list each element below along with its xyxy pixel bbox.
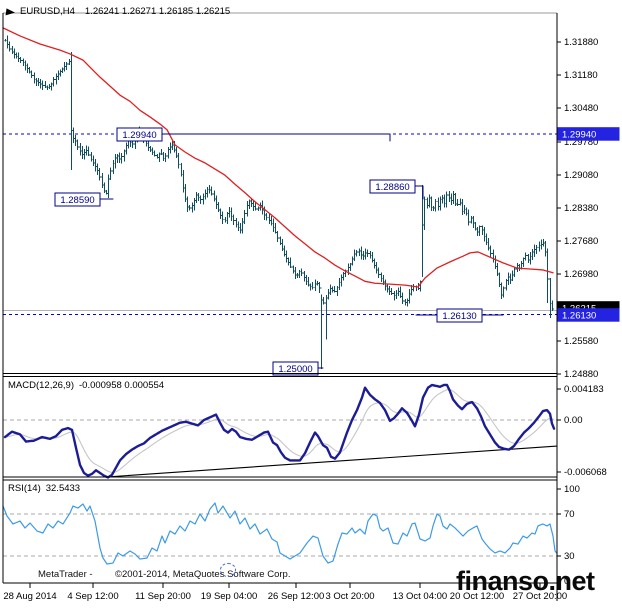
macd-indicator-label: MACD(12,26,9) -0.000958 0.000554: [8, 380, 164, 391]
price-axis-label: 1.29780: [564, 137, 598, 148]
rsi-axis-label: 0: [564, 576, 569, 587]
macd-axis-label: 0.00: [564, 415, 583, 426]
date-axis-label: 4 Sep 12:00: [67, 591, 118, 602]
blue-circle-mark: [220, 563, 236, 577]
svg-text:1.29940: 1.29940: [122, 130, 156, 141]
watermark-text: finanso.net: [456, 566, 595, 596]
date-axis-label: 11 Sep 20:00: [135, 591, 191, 602]
date-axis-label: 26 Sep 12:00: [268, 591, 325, 602]
svg-text:1.28860: 1.28860: [375, 182, 409, 193]
macd-axis-label: -0.006068: [564, 467, 607, 478]
date-axis-label: 19 Sep 04:00: [201, 591, 258, 602]
macd-signal-line: [4, 388, 555, 474]
svg-text:1.28590: 1.28590: [60, 195, 94, 206]
rsi-line: [2, 502, 558, 565]
svg-text:1.29940: 1.29940: [562, 130, 596, 141]
price-object-label[interactable]: 1.29940: [116, 127, 163, 142]
chart-shift-marker-icon[interactable]: [5, 8, 16, 17]
date-axis-label: 27 Oct 20:00: [513, 591, 567, 602]
price-axis-label: 1.27680: [564, 236, 598, 247]
price-axis-label: 1.29080: [564, 170, 598, 181]
svg-text:1.26130: 1.26130: [442, 311, 476, 322]
rsi-axis-label: 30: [564, 551, 575, 562]
macd-values: -0.000958 0.000554: [79, 380, 165, 391]
label-connector: [414, 185, 424, 200]
level-price-badge: 1.29940: [557, 127, 620, 141]
date-axis-label: 28 Aug 2014: [3, 591, 56, 602]
rsi-axis-label: 70: [564, 509, 575, 520]
price-object-label[interactable]: 1.28590: [54, 192, 101, 207]
level-price-badge: 1.26130: [557, 308, 620, 322]
rsi-indicator-label: RSI(14) 32.5433: [8, 483, 80, 494]
copyright-text: ©2001-2014, MetaQuotes Software Corp.: [115, 569, 291, 580]
price-axis-label: 1.28380: [564, 203, 598, 214]
macd-name: MACD(12,26,9): [8, 380, 74, 391]
price-axis-label: 1.26980: [564, 269, 598, 280]
price-axis-label: 1.30480: [564, 103, 598, 114]
svg-text:1.26130: 1.26130: [562, 311, 596, 322]
price-axis-label: 1.25580: [564, 336, 598, 347]
red-ma-line: [2, 27, 554, 288]
date-axis-label: 13 Oct 04:00: [393, 591, 447, 602]
ohlc-values: 1.26241 1.26271 1.26185 1.26215: [84, 6, 231, 17]
rsi-name: RSI(14): [8, 483, 41, 494]
macd-main-line: [3, 383, 556, 479]
price-object-label[interactable]: 1.26130: [436, 308, 483, 323]
svg-text:1.25000: 1.25000: [278, 364, 312, 375]
price-object-label[interactable]: 1.28860: [369, 179, 416, 194]
price-axis-label: 1.31180: [564, 70, 598, 81]
rsi-value: 32.5433: [45, 483, 81, 494]
macd-axis-label: 0.004183: [564, 384, 604, 395]
price-axis-label: 1.24880: [564, 369, 598, 380]
metatrader-credit: MetaTrader -: [38, 569, 93, 580]
macd-trendline: [105, 445, 558, 478]
date-axis-label: 3 Oct 20:00: [325, 591, 374, 602]
date-axis-label: 20 Oct 12:00: [450, 591, 504, 602]
label-connector: [161, 133, 391, 142]
symbol-period-label: EURUSD,H4: [20, 6, 75, 17]
price-object-label[interactable]: 1.25000: [272, 361, 319, 376]
price-axis-label: 1.31880: [564, 37, 598, 48]
rsi-axis-label: 100: [564, 484, 580, 495]
chart-title: EURUSD,H4 1.26241 1.26271 1.26185 1.26215: [20, 6, 230, 17]
